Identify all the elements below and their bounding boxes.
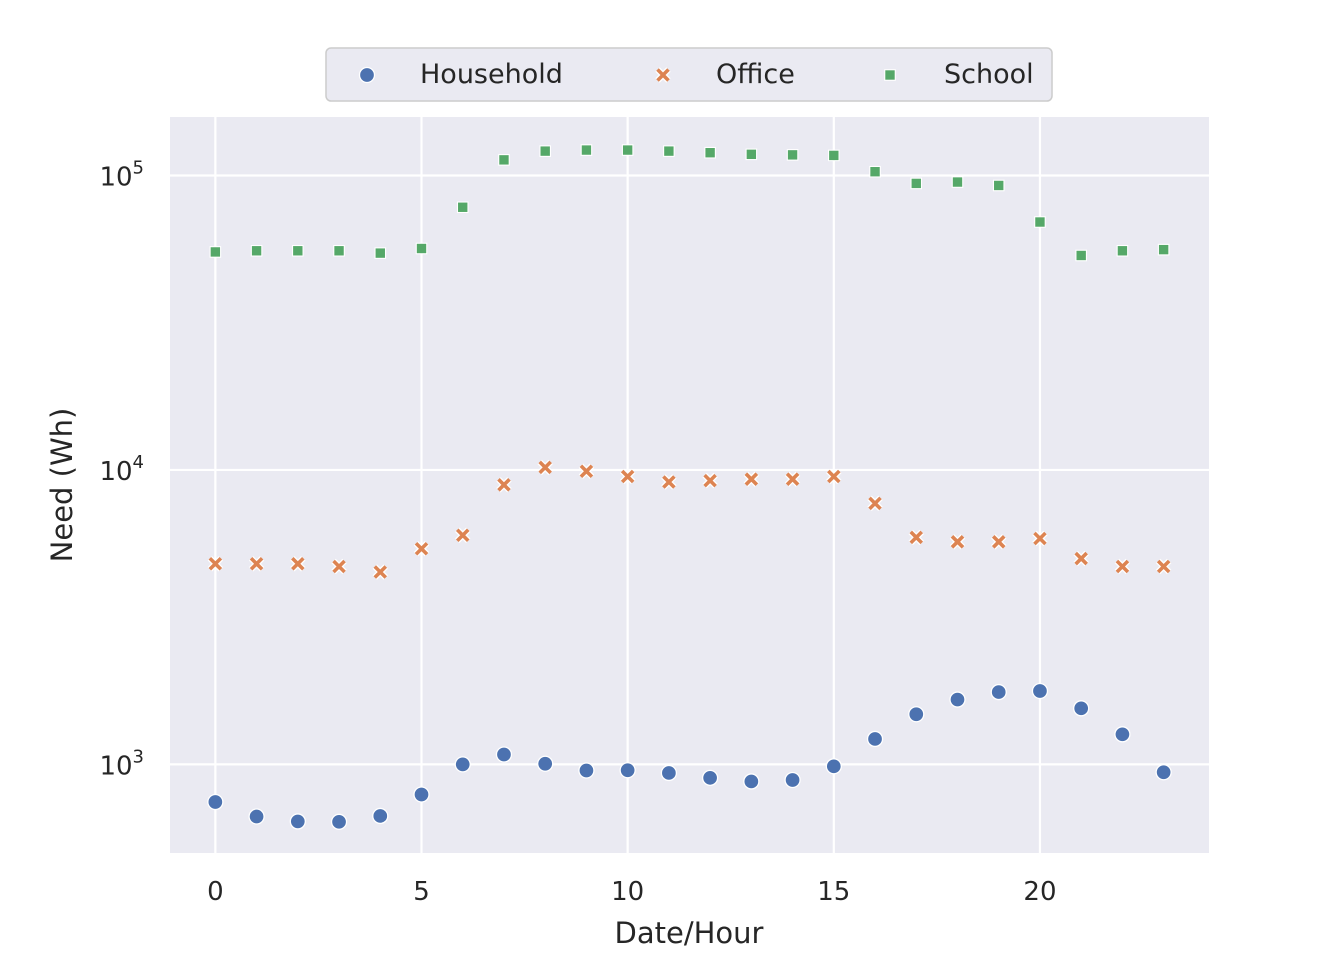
household-point: [743, 773, 760, 790]
y-axis-label: Need (Wh): [45, 408, 79, 563]
household-point: [949, 691, 966, 708]
office-point: [496, 477, 512, 493]
office-point: [1114, 558, 1131, 575]
household-point: [1114, 726, 1131, 743]
y-tick-labels: 103 104 105: [99, 157, 144, 781]
legend-label-household: Household: [420, 59, 563, 90]
series-office: [207, 459, 1172, 580]
school-point: [250, 244, 263, 257]
household-point: [207, 793, 224, 811]
household-point: [1031, 682, 1049, 700]
household-point: [866, 730, 884, 748]
office-point: [661, 474, 677, 490]
office-point: [949, 534, 966, 550]
x-tick-label: 20: [1023, 877, 1056, 907]
household-point: [908, 706, 925, 723]
office-point: [702, 472, 718, 489]
school-point: [498, 154, 510, 166]
x-axis-label: Date/Hour: [615, 916, 764, 950]
school-point: [333, 244, 345, 257]
household-point: [1155, 764, 1172, 781]
household-point: [289, 813, 306, 830]
household-point: [372, 807, 389, 825]
office-point: [537, 459, 553, 476]
household-point: [454, 756, 471, 773]
office-point: [1155, 558, 1172, 575]
office-point: [372, 564, 388, 580]
office-point: [413, 541, 430, 557]
series-school: [209, 144, 1170, 262]
office-point: [867, 495, 883, 512]
school-point: [951, 176, 964, 188]
legend-label-office: Office: [716, 59, 795, 90]
office-point: [619, 468, 636, 485]
school-point: [786, 149, 799, 161]
household-point: [784, 771, 801, 789]
office-point: [743, 471, 760, 487]
school-point: [621, 144, 634, 156]
school-point: [828, 149, 840, 162]
school-point: [663, 145, 675, 157]
school-point: [374, 247, 387, 259]
school-point: [456, 201, 469, 214]
legend-box: [325, 47, 1053, 102]
school-point: [580, 144, 593, 156]
legend-marker-household: [358, 66, 376, 84]
household-point: [1073, 700, 1090, 717]
household-point: [248, 808, 265, 825]
legend-marker-office: [655, 67, 671, 83]
data-markers: [207, 144, 1172, 830]
school-point: [869, 165, 881, 178]
household-point: [660, 764, 678, 782]
school-point: [1116, 244, 1129, 257]
office-point: [290, 556, 306, 572]
school-point: [704, 146, 716, 159]
household-point: [701, 769, 719, 786]
y-tick-label: 105: [99, 157, 144, 192]
office-point: [784, 471, 801, 487]
office-point: [1032, 530, 1048, 547]
grid-lines: [170, 117, 1209, 853]
x-tick-label: 5: [413, 877, 430, 907]
household-point: [825, 758, 842, 775]
series-household: [207, 682, 1172, 830]
x-tick-label: 0: [207, 877, 224, 907]
office-point: [908, 529, 924, 546]
office-point: [331, 558, 347, 575]
legend-marker-school: [884, 69, 896, 81]
school-point: [1034, 216, 1046, 228]
y-tick-label: 104: [99, 452, 144, 487]
x-tick-labels: 0 5 10 15 20: [207, 877, 1056, 907]
school-point: [209, 246, 222, 258]
school-point: [745, 148, 758, 161]
legend-label-school: School: [944, 59, 1034, 90]
household-point: [495, 746, 513, 763]
office-point: [207, 556, 224, 572]
school-point: [910, 177, 923, 190]
legend: Household Office School: [325, 47, 1053, 102]
office-point: [826, 468, 842, 485]
school-point: [539, 145, 551, 157]
office-point: [1073, 550, 1089, 567]
office-point: [991, 534, 1007, 550]
household-point: [990, 683, 1007, 701]
school-point: [992, 179, 1005, 192]
school-point: [415, 242, 428, 255]
plot-area: [170, 117, 1209, 853]
school-point: [1075, 249, 1087, 262]
office-point: [578, 463, 595, 479]
household-point: [330, 813, 348, 830]
office-point: [455, 527, 471, 543]
office-point: [248, 556, 265, 572]
school-point: [1157, 243, 1170, 256]
x-tick-label: 15: [817, 877, 850, 907]
household-point: [413, 786, 430, 803]
y-tick-label: 103: [99, 746, 144, 781]
household-point: [619, 762, 636, 779]
household-point: [537, 755, 554, 772]
x-tick-label: 10: [611, 877, 644, 907]
school-point: [292, 244, 304, 257]
household-point: [578, 762, 595, 779]
